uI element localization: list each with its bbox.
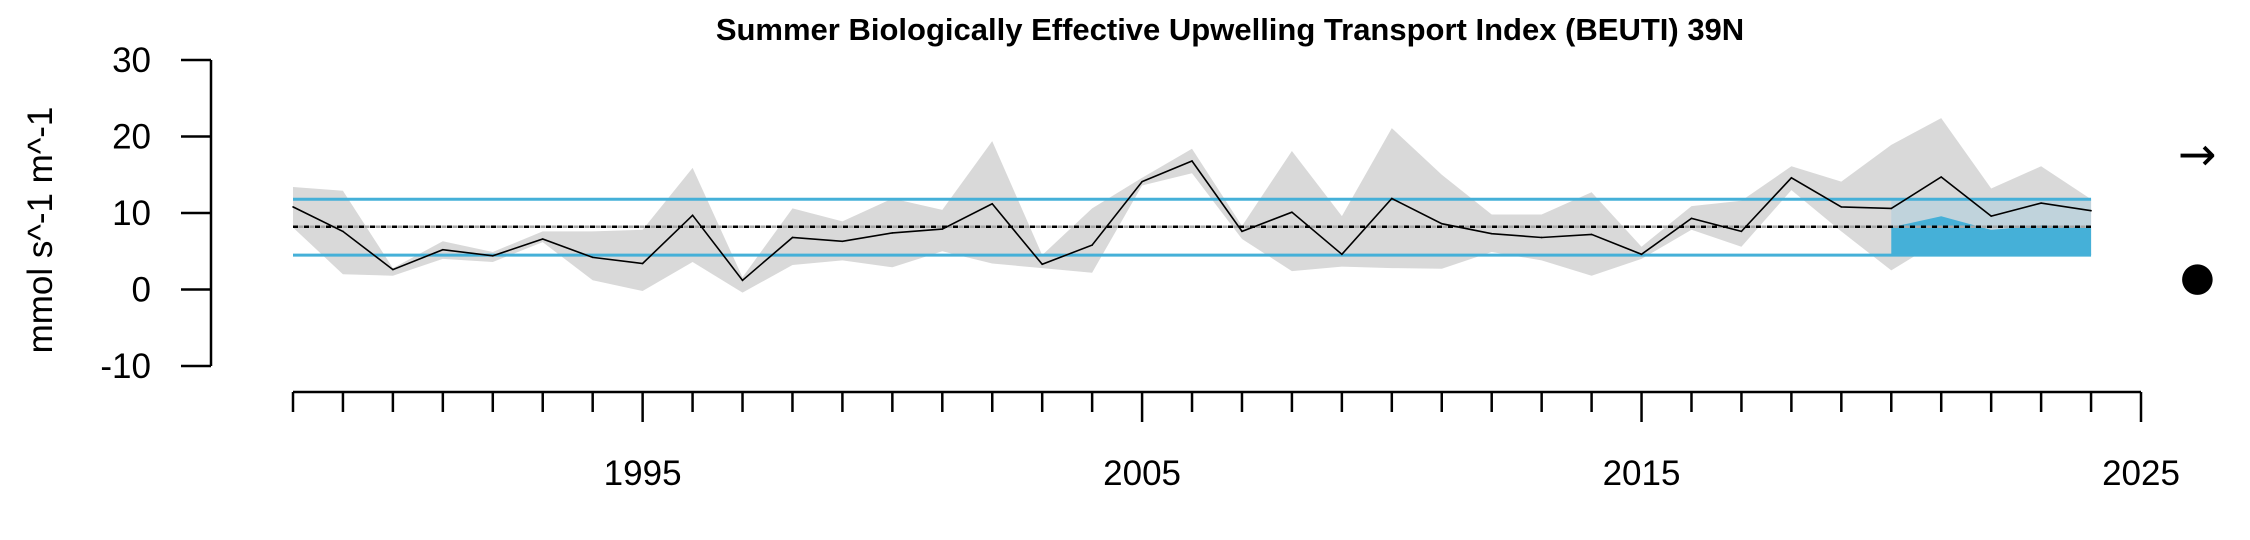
- y-tick-label: 20: [112, 118, 151, 157]
- y-tick-label: 10: [112, 194, 151, 233]
- mean-marker-icon: ●: [2180, 254, 2215, 300]
- data-point: [1990, 215, 1992, 217]
- data-point: [1740, 230, 1743, 233]
- data-point: [691, 214, 694, 217]
- data-point: [941, 228, 944, 230]
- x-tick-label: 2005: [1103, 454, 1181, 493]
- plot-area: [292, 118, 2092, 293]
- data-point: [1940, 176, 1943, 178]
- data-point: [1790, 177, 1793, 179]
- data-point: [1690, 217, 1693, 220]
- data-point: [1141, 180, 1143, 183]
- y-axis: -10 0 10 20 30: [100, 41, 213, 386]
- y-axis-label: mmol s^-1 m^-1: [21, 107, 60, 354]
- data-point: [1440, 222, 1443, 225]
- series-layer: [292, 160, 2092, 282]
- trend-arrow-icon: →: [2178, 127, 2217, 181]
- data-point: [991, 203, 994, 205]
- error-band-layer: [293, 118, 2092, 293]
- data-point: [1091, 244, 1093, 246]
- data-point: [1890, 207, 1893, 210]
- data-point: [1341, 253, 1343, 256]
- reference-lines-layer: [293, 197, 2092, 257]
- y-tick-label: -10: [100, 347, 151, 386]
- data-point: [541, 238, 544, 240]
- data-point: [891, 232, 894, 234]
- data-point: [591, 256, 594, 259]
- data-point: [1590, 233, 1593, 236]
- data-point: [1191, 160, 1193, 162]
- data-point: [1840, 206, 1843, 208]
- data-point: [1041, 263, 1043, 266]
- x-tick-label: 1995: [604, 454, 682, 493]
- data-point: [491, 255, 494, 257]
- x-axis: 1995 2005 2015 2025: [291, 390, 2180, 493]
- data-point: [392, 268, 394, 271]
- data-point: [1640, 253, 1643, 256]
- data-point: [2040, 202, 2042, 204]
- data-point: [1540, 236, 1543, 239]
- x-tick-label: 2025: [2102, 454, 2180, 493]
- data-point: [841, 240, 844, 243]
- data-point: [292, 206, 294, 208]
- data-point: [342, 230, 344, 233]
- data-point: [1291, 211, 1293, 214]
- data-point: [442, 248, 444, 251]
- error-band: [293, 118, 2092, 293]
- data-point: [791, 236, 794, 239]
- y-tick-label: 30: [112, 41, 151, 80]
- chart-title: Summer Biologically Effective Upwelling …: [716, 12, 1744, 47]
- y-tick-label: 0: [132, 271, 151, 310]
- data-point: [1490, 232, 1493, 235]
- data-point: [1241, 230, 1243, 233]
- x-tick-label: 2015: [1603, 454, 1681, 493]
- data-point: [641, 262, 644, 265]
- data-point: [1391, 197, 1393, 200]
- data-point: [741, 279, 744, 282]
- data-point: [2090, 209, 2092, 212]
